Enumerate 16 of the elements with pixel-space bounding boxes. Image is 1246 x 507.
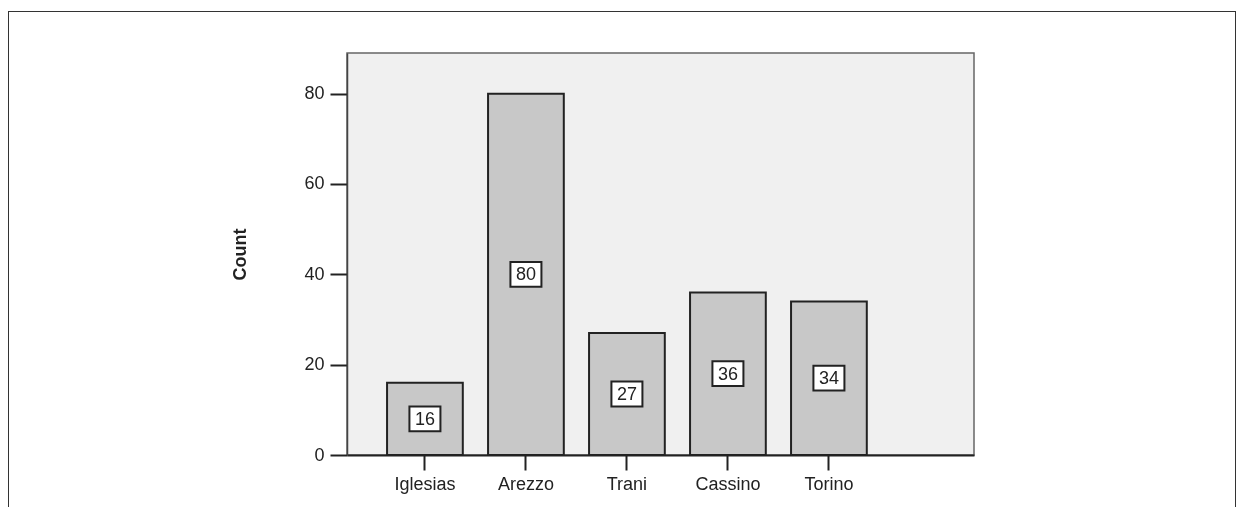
- y-tick-label: 60: [304, 173, 325, 194]
- data-label: 27: [616, 384, 637, 405]
- data-label: 36: [717, 363, 738, 384]
- data-label: 34: [818, 368, 839, 389]
- data-label: 80: [515, 264, 536, 285]
- y-tick-label: 0: [314, 444, 325, 465]
- y-axis-title: Count: [230, 228, 251, 281]
- y-tick-label: 20: [304, 354, 325, 375]
- data-label: 16: [414, 408, 435, 429]
- y-tick-label: 80: [304, 83, 325, 104]
- x-tick-label: Cassino: [695, 473, 761, 494]
- x-tick-label: Arezzo: [497, 473, 554, 494]
- x-tick-label: Trani: [606, 473, 648, 494]
- x-tick-label: Torino: [804, 473, 854, 494]
- x-tick-label: Iglesias: [394, 473, 456, 494]
- y-tick-label: 40: [304, 263, 325, 284]
